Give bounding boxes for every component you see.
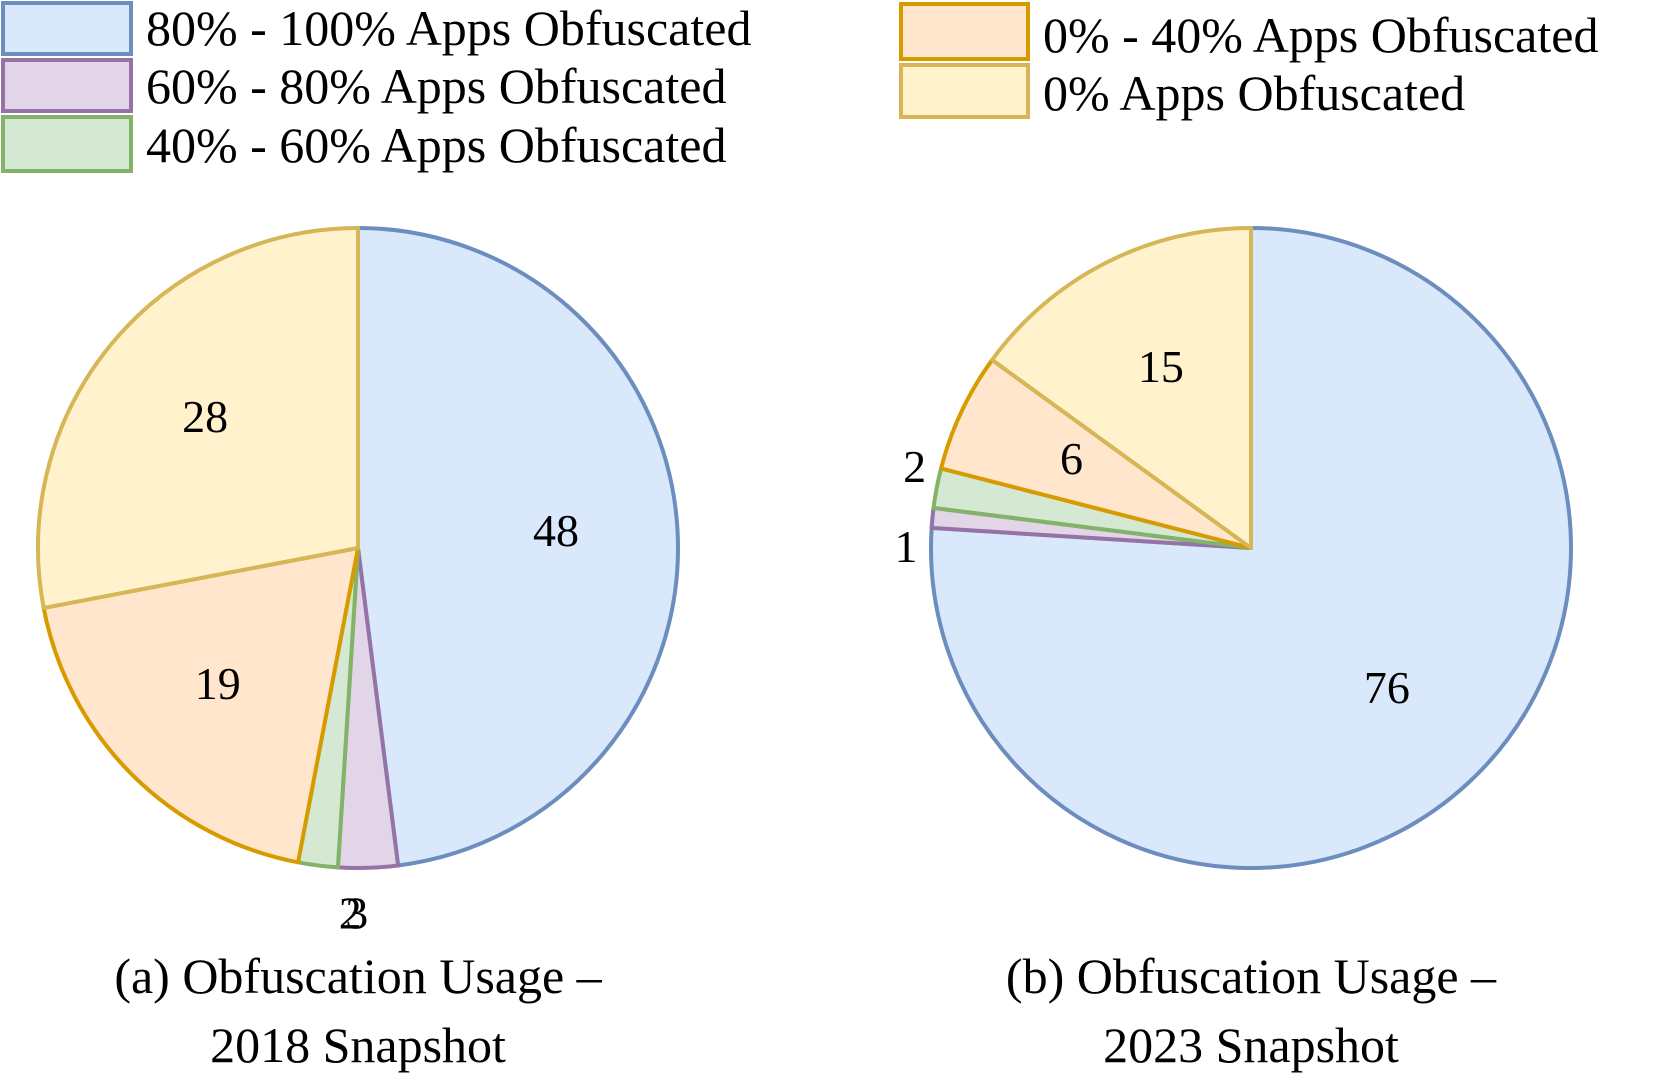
legend-swatch-0 [899,63,1030,119]
pie-2023-label-0: 15 [1138,341,1184,392]
pie-2018-label-40-60: 2 [339,887,362,938]
caption-2023-line1: (b) Obfuscation Usage – [1006,948,1497,1004]
pie-2023-label-40-60: 2 [903,441,926,492]
legend-swatch-80-100 [1,1,133,56]
legend-label-80-100: 80% - 100% Apps Obfuscated [146,0,751,56]
pie-2023-label-60-80: 1 [895,521,918,572]
caption-2023: (b) Obfuscation Usage – 2023 Snapshot [1006,948,1497,1073]
legend-item-0: 0% Apps Obfuscated [899,63,1465,121]
pie-2023-slice-0-40 [939,357,1253,550]
pie-2018-slice-80-100 [356,226,680,868]
pie-2023-label-80-100: 76 [1364,662,1410,713]
legend-label-60-80: 60% - 80% Apps Obfuscated [146,58,726,114]
legend-label-0-40: 0% - 40% Apps Obfuscated [1043,7,1598,63]
legend: 80% - 100% Apps Obfuscated 60% - 80% App… [1,0,1598,173]
pie-2018-label-80-100: 48 [533,505,579,556]
pie-chart-2018: 48 32 19 28 [36,226,680,939]
legend-item-80-100: 80% - 100% Apps Obfuscated [1,0,751,56]
caption-2023-line2: 2023 Snapshot [1103,1017,1399,1073]
legend-item-40-60: 40% - 60% Apps Obfuscated [1,115,726,173]
legend-swatch-0-40 [899,2,1030,61]
caption-2018: (a) Obfuscation Usage – 2018 Snapshot [114,948,602,1073]
legend-swatch-60-80 [1,58,133,113]
pie-2018-label-0-40: 19 [195,658,241,709]
pie-2018-slice-0-40 [41,546,360,865]
caption-2018-line1: (a) Obfuscation Usage – [114,948,602,1004]
legend-label-40-60: 40% - 60% Apps Obfuscated [146,117,726,173]
caption-2018-line2: 2018 Snapshot [210,1017,506,1073]
pie-2023-label-0-40: 6 [1060,433,1083,484]
legend-swatch-40-60 [1,115,133,173]
pie-chart-2023: 76 1 2 6 15 [895,226,1573,870]
legend-item-60-80: 60% - 80% Apps Obfuscated [1,58,726,114]
legend-label-0: 0% Apps Obfuscated [1043,65,1465,121]
pie-2018-label-0: 28 [182,391,228,442]
pie-2018-slice-0 [36,226,360,610]
legend-item-0-40: 0% - 40% Apps Obfuscated [899,2,1598,63]
pie-2023-slice-0 [990,226,1253,550]
pie-2018-label-60-80: 3 [345,888,368,939]
